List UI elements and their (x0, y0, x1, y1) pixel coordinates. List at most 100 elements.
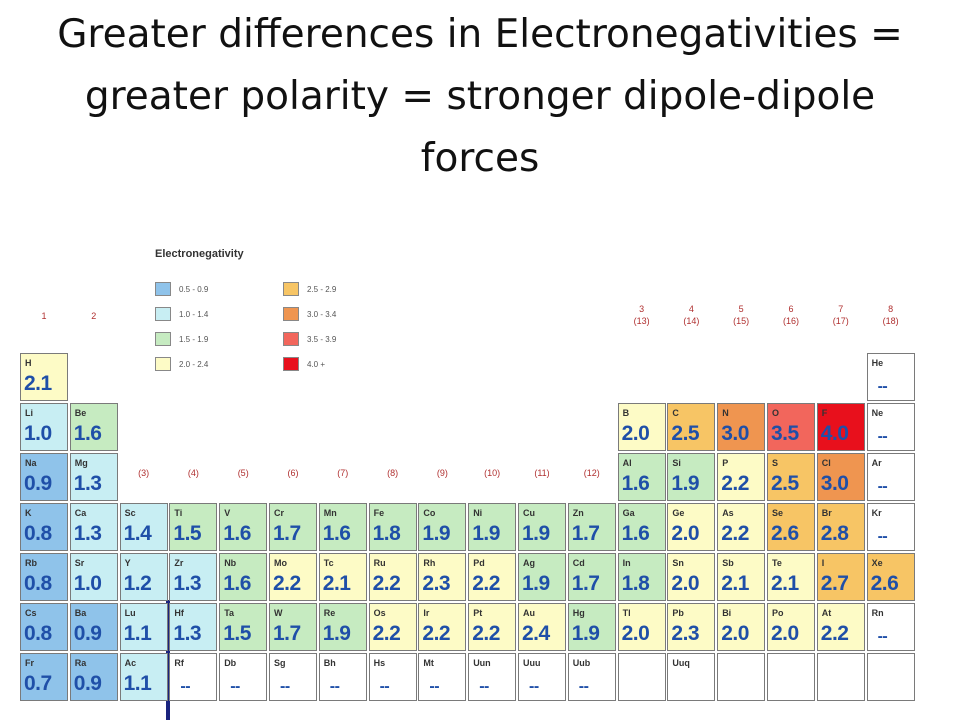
electronegativity-value: 2.0 (621, 422, 650, 445)
electronegativity-value: 1.7 (571, 522, 600, 545)
element-symbol: Al (622, 458, 632, 468)
title-line-2: greater polarity = stronger dipole-dipol… (84, 74, 876, 119)
element-cell: Mo 2.2 (269, 553, 317, 601)
electronegativity-value: 2.0 (771, 622, 799, 645)
element-cell: S 2.5 (767, 453, 815, 501)
group-label: (11) (534, 468, 550, 478)
element-symbol: Pb (672, 608, 684, 618)
element-symbol: P (722, 458, 729, 468)
element-cell: Rh 2.3 (418, 553, 467, 601)
element-cell: Zn 1.7 (567, 503, 616, 551)
electronegativity-value: -- (180, 678, 191, 695)
element-cell (816, 653, 865, 701)
element-cell: Cd 1.7 (567, 553, 616, 601)
electronegativity-value: 1.3 (173, 622, 202, 645)
element-symbol: N (722, 408, 729, 418)
electronegativity-value: 2.0 (671, 572, 700, 595)
element-symbol: Ba (74, 608, 87, 618)
element-symbol: Ra (74, 658, 87, 668)
element-cell: Hg 1.9 (567, 603, 616, 651)
element-symbol: Nb (224, 558, 237, 568)
group-label: 5 (15) (733, 304, 750, 326)
group-label: 4 (14) (683, 304, 700, 326)
element-symbol: Fe (373, 508, 385, 518)
electronegativity-value: 2.2 (721, 472, 749, 495)
electronegativity-value: -- (578, 678, 589, 695)
group-label: 6 (16) (782, 304, 799, 326)
element-symbol: Cs (25, 608, 37, 618)
legend-swatch (283, 357, 299, 371)
element-cell: Rf -- (169, 653, 218, 701)
legend-swatch (283, 307, 299, 321)
element-symbol: F (821, 408, 828, 418)
element-cell: Si 1.9 (667, 453, 716, 501)
element-cell: N 3.0 (717, 403, 766, 451)
element-symbol: Lu (124, 608, 136, 618)
element-cell: Y 1.2 (119, 553, 168, 601)
element-symbol: Zr (174, 558, 184, 568)
title-line-3: forces (420, 136, 540, 181)
element-cell: Tc 2.1 (318, 553, 367, 601)
electronegativity-value: 2.1 (24, 372, 52, 395)
element-cell: Hf 1.3 (169, 603, 218, 651)
element-symbol: Sg (274, 658, 286, 668)
element-cell: Al 1.6 (617, 453, 666, 501)
element-cell: Ti 1.5 (169, 503, 218, 551)
legend-label: 1.0 - 1.4 (179, 309, 209, 319)
element-cell: Se 2.6 (767, 503, 815, 551)
element-cell: P 2.2 (717, 453, 766, 501)
electronegativity-value: 1.7 (571, 572, 600, 595)
element-symbol: Fr (25, 658, 34, 668)
element-symbol: Te (772, 558, 782, 568)
group-label: 3 (13) (633, 304, 650, 326)
electronegativity-value: 0.8 (24, 522, 52, 545)
element-symbol: Kr (871, 508, 882, 518)
electronegativity-value: 1.0 (73, 572, 102, 595)
element-symbol: Si (672, 458, 681, 468)
element-cell: Sc 1.4 (119, 503, 168, 551)
element-cell: Uuq (667, 653, 716, 701)
electronegativity-value: -- (877, 628, 888, 645)
element-symbol: Ge (672, 508, 685, 518)
element-symbol: Mn (323, 508, 337, 518)
element-cell (617, 653, 666, 701)
element-symbol: Db (224, 658, 237, 668)
element-cell: Pd 2.2 (468, 553, 517, 601)
element-symbol: Mg (74, 458, 88, 468)
electronegativity-value: 1.4 (123, 522, 152, 545)
element-symbol: Ne (871, 408, 884, 418)
element-symbol: Rn (871, 608, 884, 618)
electronegativity-value: 3.0 (721, 422, 749, 445)
legend-label: 3.0 - 3.4 (307, 309, 337, 319)
electronegativity-value: 2.1 (721, 572, 749, 595)
electronegativity-value: 1.3 (73, 472, 102, 495)
electronegativity-value: 2.2 (472, 572, 500, 595)
electronegativity-value: 1.9 (522, 522, 550, 545)
legend-swatch (155, 307, 171, 321)
legend-swatch (155, 282, 171, 296)
element-cell: Uub -- (567, 653, 616, 701)
element-symbol: C (672, 408, 679, 418)
element-cell: In 1.8 (617, 553, 666, 601)
group-label: (6) (287, 468, 299, 478)
element-symbol: Na (25, 458, 37, 468)
element-symbol: Pd (473, 558, 485, 568)
element-cell: Zr 1.3 (169, 553, 218, 601)
electronegativity-value: 2.2 (273, 572, 301, 595)
element-symbol: Rh (423, 558, 436, 568)
element-symbol: Be (74, 408, 87, 418)
element-cell: Mn 1.6 (318, 503, 367, 551)
element-cell: Ac 1.1 (119, 653, 168, 701)
element-symbol: Mt (423, 658, 434, 668)
element-symbol: Tl (622, 608, 631, 618)
element-cell: Kr -- (866, 503, 915, 551)
legend-item: 4.0 + (283, 357, 325, 371)
element-cell (866, 653, 915, 701)
element-cell: Au 2.4 (518, 603, 566, 651)
element-cell: At 2.2 (816, 603, 865, 651)
element-symbol: Ru (373, 558, 386, 568)
electronegativity-value: -- (280, 678, 290, 695)
element-cell: He -- (866, 353, 915, 401)
element-symbol: Cu (523, 508, 535, 518)
